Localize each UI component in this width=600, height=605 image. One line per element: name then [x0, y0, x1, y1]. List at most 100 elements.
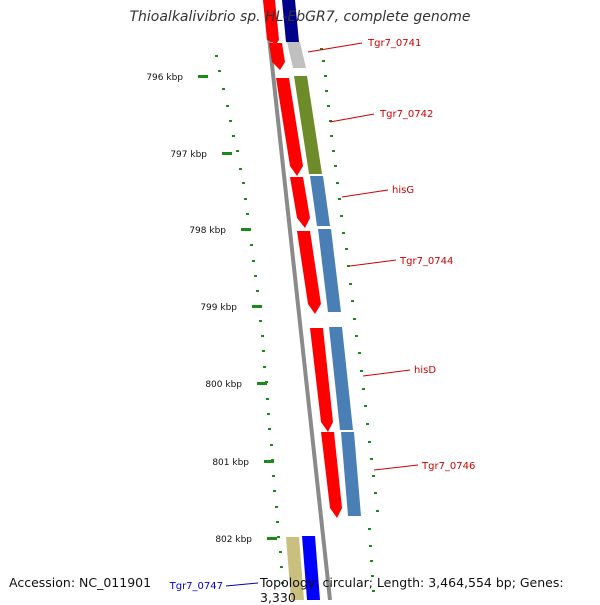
gc-dot	[266, 398, 269, 400]
scale-tick-mark	[257, 382, 267, 385]
gc-dot	[263, 366, 266, 368]
gc-dot	[360, 370, 363, 372]
gc-skew-dots	[215, 48, 379, 592]
genome-backbone	[263, 0, 332, 600]
scale-tick-label: 799 kbp	[200, 303, 237, 313]
gc-dot	[334, 165, 337, 167]
feature-block	[329, 327, 353, 430]
gc-dot	[372, 590, 375, 592]
gc-dot	[368, 528, 371, 530]
gc-dot	[218, 70, 221, 72]
gc-dot	[320, 48, 323, 50]
topology-text: Topology: circular; Length: 3,464,554 bp…	[260, 575, 564, 605]
gene-label[interactable]: Tgr7_0742	[379, 109, 433, 120]
feature-block	[286, 537, 304, 600]
gc-dot	[355, 335, 358, 337]
gene-label[interactable]: Tgr7_0744	[399, 256, 453, 267]
gene-leader-line	[225, 582, 259, 587]
gc-dot	[368, 441, 371, 443]
gc-dot	[280, 566, 283, 568]
gc-dot	[358, 352, 361, 354]
gene-leader-line	[373, 464, 419, 471]
gc-dot	[256, 290, 259, 292]
cds-arrow	[263, 0, 279, 44]
gc-dot	[353, 318, 356, 320]
gc-dot	[376, 510, 379, 512]
feature-ring	[282, 0, 361, 600]
gc-dot	[222, 88, 225, 90]
scale-tick-label: 800 kbp	[205, 380, 242, 390]
feature-block	[294, 76, 322, 174]
gc-dot	[370, 458, 373, 460]
gene-label[interactable]: hisD	[414, 365, 436, 376]
gc-dot	[366, 423, 369, 425]
scale-tick-mark	[264, 460, 274, 463]
cds-arrow	[321, 432, 342, 518]
scale-tick-label: 796 kbp	[146, 73, 183, 83]
gc-dot	[351, 300, 354, 302]
cds-arrow	[310, 328, 333, 432]
scale-tick-mark	[252, 305, 262, 308]
scale-tick-label: 802 kbp	[215, 535, 252, 545]
gene-label[interactable]: Tgr7_0746	[421, 461, 475, 472]
gene-label[interactable]: Tgr7_0741	[367, 38, 421, 49]
gene-label[interactable]: hisG	[392, 185, 414, 196]
gc-dot	[215, 55, 218, 57]
gc-dot	[229, 120, 232, 122]
gc-dot	[327, 105, 330, 107]
gc-dot	[340, 215, 343, 217]
gc-dot	[261, 335, 264, 337]
scale-tick-mark	[241, 228, 251, 231]
gc-dot	[332, 150, 335, 152]
gc-dot	[270, 444, 273, 446]
cds-arrow	[297, 231, 321, 314]
gene-leader-line	[307, 42, 363, 53]
gc-dot	[252, 260, 255, 262]
gc-dot	[369, 545, 372, 547]
gc-dot	[226, 105, 229, 107]
gc-dot	[370, 560, 373, 562]
accession-text: Accession: NC_011901	[9, 575, 152, 590]
gc-dot	[242, 182, 245, 184]
gc-dot	[244, 198, 247, 200]
gene-label-leaders: Tgr7_0741 Tgr7_0742 hisG Tgr7_0744 hisD Tgr7_…	[169, 38, 476, 592]
feature-block	[282, 0, 299, 42]
gc-dot	[324, 75, 327, 77]
gc-dot	[338, 198, 341, 200]
feature-block	[302, 536, 320, 600]
cds-ring	[263, 0, 342, 518]
map-title: Thioalkalivibrio sp. HL-EbGR7, complete …	[129, 9, 471, 25]
gc-dot	[275, 506, 278, 508]
gc-dot	[281, 582, 284, 584]
gc-dot	[349, 283, 352, 285]
gc-dot	[336, 182, 339, 184]
gene-label[interactable]: Tgr7_0747	[169, 581, 223, 592]
feature-block	[318, 229, 341, 312]
gene-leader-line	[349, 259, 397, 267]
gene-leader-line	[341, 189, 389, 198]
gc-dot	[272, 475, 275, 477]
gc-dot	[267, 413, 270, 415]
gc-dot	[276, 521, 279, 523]
gc-dot	[254, 275, 257, 277]
gc-dot	[342, 232, 345, 234]
gc-dot	[330, 135, 333, 137]
gc-dot	[329, 120, 332, 122]
gc-dot	[250, 244, 253, 246]
gc-dot	[374, 492, 377, 494]
cds-arrow	[276, 78, 303, 176]
gc-dot	[232, 135, 235, 137]
gc-dot	[279, 551, 282, 553]
scale-ticks: 796 kbp 797 kbp 798 kbp 799 kbp 800 kbp 801 k…	[146, 73, 277, 545]
gc-dot	[259, 320, 262, 322]
scale-tick-mark	[198, 75, 208, 78]
gc-dot	[345, 248, 348, 250]
gene-leader-line	[362, 369, 411, 377]
gc-dot	[325, 90, 328, 92]
gc-dot	[277, 536, 280, 538]
scale-tick-label: 801 kbp	[212, 458, 249, 468]
scale-tick-mark	[267, 537, 277, 540]
gc-dot	[246, 213, 249, 215]
gc-dot	[371, 575, 374, 577]
